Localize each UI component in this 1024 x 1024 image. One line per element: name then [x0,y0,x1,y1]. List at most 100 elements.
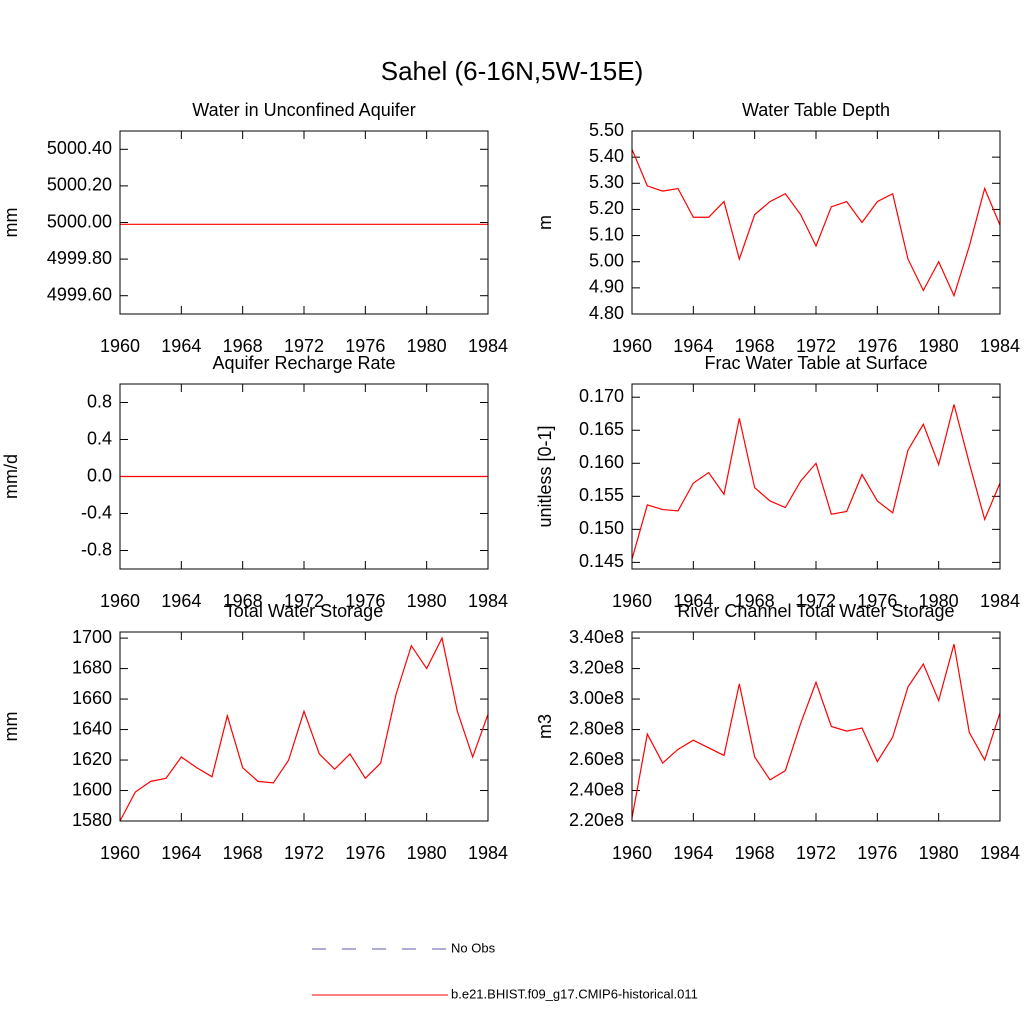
y-tick-label: 0.0 [87,465,112,485]
y-tick-label: 1620 [72,749,112,769]
y-tick-label: 0.145 [579,551,624,571]
x-tick-label: 1968 [735,591,775,611]
x-tick-label: 1980 [919,336,959,356]
plot-frame [119,383,489,570]
panel-title: Total Water Storage [225,601,383,621]
legend-label: b.e21.BHIST.f09_g17.CMIP6-historical.011 [451,986,698,1001]
x-tick-label: 1960 [100,843,140,863]
y-tick-label: 0.165 [579,419,624,439]
x-tick-label: 1984 [468,336,508,356]
y-tick-label: 5.00 [589,250,624,270]
data-line [631,644,1001,819]
y-tick-label: 5000.40 [47,138,112,158]
y-tick-label: 2.60e8 [569,749,624,769]
x-tick-label: 1968 [223,591,263,611]
x-tick-label: 1976 [345,336,385,356]
panel-title: Frac Water Table at Surface [704,353,927,373]
y-tick-label: 2.80e8 [569,718,624,738]
y-tick-label: 1660 [72,688,112,708]
x-tick-label: 1968 [223,843,263,863]
y-tick-label: -0.4 [81,502,112,522]
y-tick-label: 0.170 [579,386,624,406]
x-tick-label: 1976 [857,336,897,356]
panel-title: Aquifer Recharge Rate [212,353,395,373]
y-axis-label: mm [1,208,21,238]
y-tick-label: 3.20e8 [569,657,624,677]
y-tick-label: 3.40e8 [569,627,624,647]
y-tick-label: 5000.00 [47,211,112,231]
x-tick-label: 1972 [796,843,836,863]
y-tick-label: 3.00e8 [569,688,624,708]
y-tick-label: 1580 [72,810,112,830]
x-tick-label: 1984 [468,843,508,863]
y-tick-label: 5.30 [589,172,624,192]
y-tick-label: 4999.60 [47,284,112,304]
x-tick-label: 1984 [468,591,508,611]
y-tick-label: 5.40 [589,146,624,166]
figure-title: Sahel (6-16N,5W-15E) [381,56,644,86]
x-tick-label: 1968 [735,843,775,863]
x-tick-label: 1972 [284,843,324,863]
x-tick-label: 1972 [284,591,324,611]
data-line [631,404,1001,560]
x-tick-label: 1976 [857,843,897,863]
x-tick-label: 1960 [100,591,140,611]
x-tick-label: 1980 [919,591,959,611]
x-tick-label: 1960 [612,591,652,611]
x-tick-label: 1964 [673,591,713,611]
panel-title: River Channel Total Water Storage [677,601,954,621]
panel-title: Water Table Depth [742,100,890,120]
x-tick-label: 1964 [161,843,201,863]
plot-frame [631,631,1001,822]
y-tick-label: 5.20 [589,198,624,218]
plot-frame [119,631,489,822]
x-tick-label: 1968 [735,336,775,356]
y-axis-label: unitless [0-1] [535,425,555,527]
y-tick-label: 4999.80 [47,248,112,268]
x-tick-label: 1960 [612,843,652,863]
y-tick-label: 2.40e8 [569,779,624,799]
plot-frame [631,383,1001,570]
x-tick-label: 1960 [612,336,652,356]
data-line [631,149,1001,298]
y-tick-label: 0.160 [579,452,624,472]
y-axis-label: mm/d [1,454,21,499]
x-tick-label: 1980 [407,336,447,356]
y-tick-label: 4.80 [589,303,624,323]
y-tick-label: 5000.20 [47,175,112,195]
x-tick-label: 1984 [980,336,1020,356]
y-tick-label: 5.10 [589,224,624,244]
x-tick-label: 1980 [407,591,447,611]
panel-title: Water in Unconfined Aquifer [192,100,415,120]
y-axis-label: m3 [535,714,555,739]
y-tick-label: 0.155 [579,485,624,505]
x-tick-label: 1976 [345,591,385,611]
x-tick-label: 1964 [673,336,713,356]
y-tick-label: 5.50 [589,120,624,140]
x-tick-label: 1964 [161,591,201,611]
y-axis-label: m [535,215,555,230]
plot-frame [631,130,1001,315]
plot-frame [119,130,489,315]
y-tick-label: 1640 [72,718,112,738]
data-line [119,636,489,822]
x-tick-label: 1972 [796,591,836,611]
x-tick-label: 1972 [284,336,324,356]
y-tick-label: 4.90 [589,277,624,297]
x-tick-label: 1976 [345,843,385,863]
x-tick-label: 1960 [100,336,140,356]
x-tick-label: 1984 [980,591,1020,611]
x-tick-label: 1964 [161,336,201,356]
legend-label: No Obs [451,940,496,955]
x-tick-label: 1976 [857,591,897,611]
x-tick-label: 1984 [980,843,1020,863]
y-tick-label: 1680 [72,657,112,677]
y-tick-label: -0.8 [81,539,112,559]
x-tick-label: 1980 [407,843,447,863]
x-tick-label: 1980 [919,843,959,863]
y-axis-label: mm [1,712,21,742]
y-tick-label: 2.20e8 [569,810,624,830]
y-tick-label: 0.4 [87,428,112,448]
x-tick-label: 1964 [673,843,713,863]
